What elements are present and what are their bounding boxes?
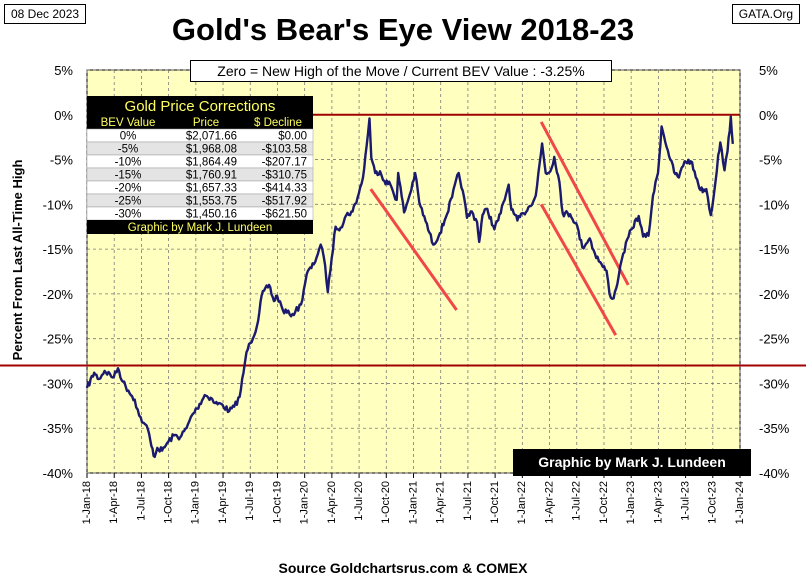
table-header-cell: $ Decline <box>254 117 302 129</box>
y-tick-label: -15% <box>43 242 74 257</box>
y-tick-label: -5% <box>50 153 74 168</box>
table-header-cell: BEV Value <box>101 117 156 129</box>
y-tick-label-right: -35% <box>759 421 790 436</box>
y-tick-label-right: -30% <box>759 376 790 391</box>
x-tick-label: 1-Jul-20 <box>353 481 365 521</box>
table-cell: -30% <box>115 209 142 221</box>
table-cell: -$310.75 <box>262 170 307 182</box>
y-tick-label-right: -10% <box>759 197 790 212</box>
y-tick-label-right: -40% <box>759 466 790 481</box>
x-tick-label: 1-Jan-18 <box>81 481 93 524</box>
y-axis-label: Percent From Last All-Time High <box>10 159 25 361</box>
table-cell: -$103.58 <box>262 144 307 156</box>
x-tick-label: 1-Oct-20 <box>380 481 392 524</box>
y-tick-label-right: -20% <box>759 287 790 302</box>
series-line <box>85 115 734 459</box>
x-tick-labels: 1-Jan-18 1-Apr-18 1-Jul-18 1-Oct-18 1-Jan-19… <box>81 481 746 524</box>
table-cell: 0% <box>120 131 137 143</box>
table-cell: $2,071.66 <box>186 131 237 143</box>
y-tick-label-right: -15% <box>759 242 790 257</box>
table-cell: -5% <box>118 144 138 156</box>
table-cell: $0.00 <box>278 131 307 143</box>
x-tick-label: 1-Jul-19 <box>244 481 256 521</box>
chart-subtitle: Zero = New High of the Move / Current BE… <box>190 60 612 82</box>
table-cell: -15% <box>115 170 142 182</box>
x-tick-label: 1-Jul-22 <box>571 481 583 521</box>
trend-line <box>369 188 458 311</box>
table-cell: $1,760.91 <box>186 170 237 182</box>
trend-line <box>539 203 618 336</box>
y-tick-labels-right: 5% 0% -5% -10% -15% -20% -25% -30% -35% -40% <box>759 63 790 481</box>
x-tick-label: 1-Apr-22 <box>543 481 555 524</box>
y-tick-label: -20% <box>43 287 74 302</box>
chart-title: Gold's Bear's Eye View 2018-23 <box>171 12 635 47</box>
table-cell: -10% <box>115 157 142 169</box>
table-cell: $1,864.49 <box>186 157 237 169</box>
y-tick-labels-left: 5% 0% -5% -10% -15% -20% -25% -30% -35% -40% <box>43 63 74 481</box>
credit-box: Graphic by Mark J. Lundeen <box>513 449 751 476</box>
x-tick-label: 1-Apr-20 <box>326 481 338 524</box>
x-tick-label: 1-Jan-19 <box>190 481 202 524</box>
x-tick-label: 1-Oct-22 <box>598 481 610 524</box>
table-header-cell: Price <box>193 117 219 129</box>
table-cell: -$207.17 <box>262 157 307 169</box>
x-tick-label: 1-Oct-18 <box>163 481 175 524</box>
table-cell: $1,450.16 <box>186 209 237 221</box>
table-cell: -25% <box>115 196 142 208</box>
table-footer-bg <box>87 220 313 234</box>
table-cell: $1,657.33 <box>186 183 237 195</box>
table-header-bg <box>87 115 313 129</box>
table-cell: -$414.33 <box>262 183 307 195</box>
table-title: Gold Price Corrections <box>125 98 276 115</box>
x-tick-label: 1-Apr-18 <box>108 481 120 524</box>
x-tick-label: 1-Oct-23 <box>707 481 719 524</box>
y-tick-label: 0% <box>54 108 73 123</box>
y-tick-label-right: -25% <box>759 332 790 347</box>
trend-line <box>539 121 630 286</box>
y-tick-label-right: 0% <box>759 108 778 123</box>
date-label: 08 Dec 2023 <box>4 4 87 24</box>
x-tick-label: 1-Jan-24 <box>734 481 746 524</box>
source-note: Source Goldchartsrus.com & COMEX <box>278 560 528 576</box>
trend-lines <box>369 121 630 336</box>
y-tick-label: -30% <box>43 376 74 391</box>
x-tick-label: 1-Apr-19 <box>217 481 229 524</box>
table-cell: -20% <box>115 183 142 195</box>
y-tick-label: -10% <box>43 197 74 212</box>
table-cell: -$621.50 <box>262 209 307 221</box>
table-cell: $1,968.08 <box>186 144 237 156</box>
x-tick-label: 1-Oct-19 <box>271 481 283 524</box>
y-tick-label-right: 5% <box>759 63 778 78</box>
y-tick-label: -25% <box>43 332 74 347</box>
x-tick-label: 1-Jan-21 <box>407 481 419 524</box>
x-tick-label: 1-Jan-22 <box>516 481 528 524</box>
x-tick-label: 1-Jan-23 <box>625 481 637 524</box>
y-tick-label: 5% <box>54 63 73 78</box>
y-tick-label: -35% <box>43 421 74 436</box>
y-tick-label: -40% <box>43 466 74 481</box>
table-cell: $1,553.75 <box>186 196 237 208</box>
table-footer: Graphic by Mark J. Lundeen <box>128 222 272 234</box>
table-cell: -$517.92 <box>262 196 307 208</box>
x-tick-label: 1-Jan-20 <box>299 481 311 524</box>
x-tick-label: 1-Apr-23 <box>652 481 664 524</box>
x-tick-label: 1-Oct-21 <box>489 481 501 524</box>
x-tick-label: 1-Jul-18 <box>135 481 147 521</box>
x-tick-label: 1-Jul-23 <box>679 481 691 521</box>
x-tick-label: 1-Jul-21 <box>462 481 474 521</box>
y-tick-label-right: -5% <box>759 153 783 168</box>
table-title-bg <box>87 96 313 115</box>
x-tick-label: 1-Apr-21 <box>435 481 447 524</box>
site-label: GATA.Org <box>731 4 800 24</box>
